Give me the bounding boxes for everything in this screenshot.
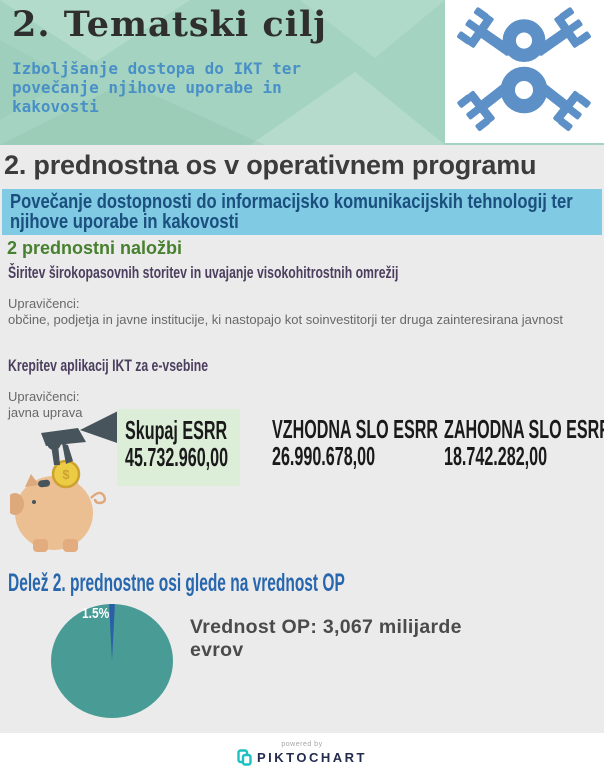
funding-label: VZHODNA SLO ESRR: [272, 414, 438, 444]
investment-1-beneficiaries-text: občine, podjetja in javne institucije, k…: [8, 312, 563, 327]
pie-slice-label: 1.5%: [82, 605, 110, 622]
investment-2-beneficiaries-label: Upravičenci:: [8, 389, 80, 404]
network-spider-icon: [457, 7, 591, 132]
piggy-bank-icon: $: [10, 410, 120, 552]
funding-label: Skupaj ESRR: [125, 415, 228, 445]
funding-value: 18.742.282,00: [444, 441, 548, 471]
funding-label: ZAHODNA SLO ESRR: [444, 414, 604, 444]
share-section-heading: Delež 2. prednostne osi glede na vrednos…: [8, 569, 345, 597]
investment-2-title-row: Krepitev aplikacij IKT za e-vsebine: [8, 356, 286, 376]
investment-1-beneficiaries-label: Upravičenci:: [8, 296, 80, 311]
investments-count-label: 2 prednostni naložbi: [7, 238, 183, 258]
powered-by-label: powered by: [281, 741, 323, 748]
header-polygon-texture: [0, 0, 445, 145]
funding-west-column: ZAHODNA SLO ESRR 18.742.282,00: [444, 414, 604, 470]
funding-east-column: VZHODNA SLO ESRR 26.990.678,00: [272, 414, 540, 470]
pie-chart: 1.5%: [51, 604, 173, 718]
coin-dollar-symbol: $: [62, 467, 70, 482]
piktochart-logo-icon: [237, 749, 252, 766]
funding-value: 26.990.678,00: [272, 441, 376, 471]
op-value-note: Vrednost OP: 3,067 milijarde evrov: [190, 616, 462, 661]
section-heading: 2. prednostna os v operativnem programu: [4, 150, 537, 180]
investment-2-title: Krepitev aplikacij IKT za e-vsebine: [8, 356, 209, 375]
header-banner: 2. Tematski cilj Izboljšanje dostopa do …: [0, 0, 604, 145]
share-heading-row: Delež 2. prednostne osi glede na vrednos…: [8, 569, 551, 598]
investment-1-title: Širitev širokopasovnih storitev in uvaja…: [8, 263, 399, 282]
page-subtitle: Izboljšanje dostopa do IKT ter povečanje…: [12, 59, 301, 116]
content-area: 2. prednostna os v operativnem programu …: [0, 145, 604, 733]
investment-2-beneficiaries-text: javna uprava: [8, 405, 83, 420]
funding-value: 45.732.960,00: [125, 442, 229, 472]
priority-axis-text: Povečanje dostopnosti do informacijsko k…: [10, 191, 573, 233]
funding-total-box: Skupaj ESRR 45.732.960,00: [117, 409, 240, 486]
priority-axis-highlight-box: Povečanje dostopnosti do informacijsko k…: [2, 189, 602, 235]
investment-1-title-row: Širitev širokopasovnih storitev in uvaja…: [8, 263, 550, 283]
footer: powered by PIKTOCHART: [0, 733, 604, 768]
header-icon-panel: [445, 0, 604, 143]
piktochart-link[interactable]: PIKTOCHART: [237, 749, 367, 766]
piktochart-brand: PIKTOCHART: [257, 750, 367, 765]
page-title: 2. Tematski cilj: [12, 4, 327, 45]
pie-chart-graphic: [51, 604, 173, 718]
